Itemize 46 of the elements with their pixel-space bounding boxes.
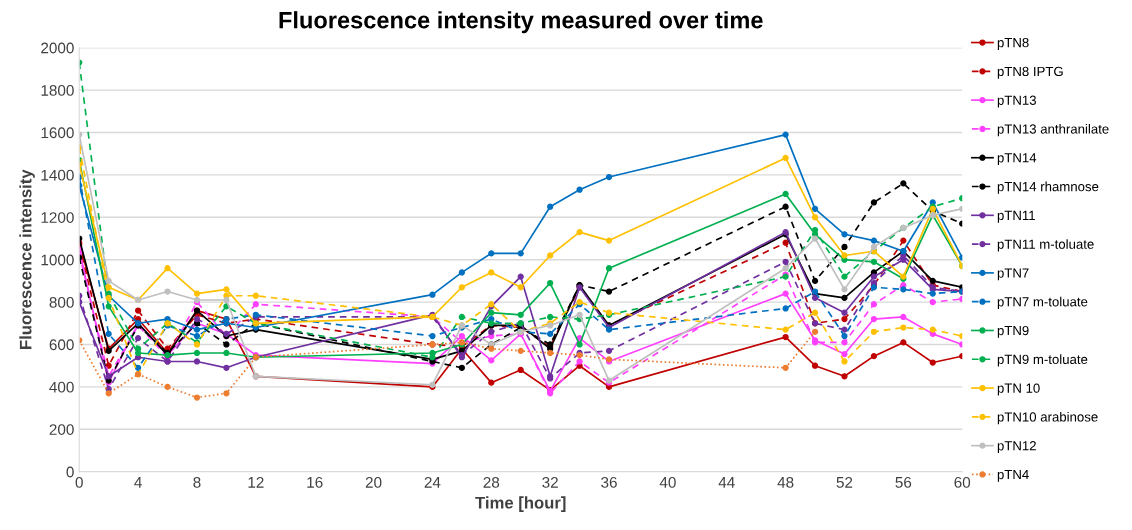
x-tick-label: 24 xyxy=(424,476,441,488)
chart-title: Fluorescence intensity measured over time xyxy=(279,11,763,34)
y-tick-label: 2000 xyxy=(41,42,74,54)
y-tick-label: 1200 xyxy=(41,212,74,223)
x-tick-label: 12 xyxy=(248,476,264,488)
x-tick-label: 56 xyxy=(895,476,912,488)
x-tick-label: 8 xyxy=(193,476,201,488)
legend-label: pTN 10 xyxy=(997,383,1040,396)
y-tick-label: 400 xyxy=(49,381,74,393)
x-tick-label: 36 xyxy=(601,476,617,488)
x-tick-label: 28 xyxy=(483,476,500,488)
x-tick-label: 52 xyxy=(836,476,853,488)
y-tick-label: 1600 xyxy=(41,127,74,139)
legend-label: pTN10 arabinose xyxy=(997,411,1098,425)
y-tick-label: 200 xyxy=(49,424,74,435)
y-tick-label: 1400 xyxy=(41,169,74,181)
x-tick-label: 20 xyxy=(365,476,382,488)
legend-label: pTN11 xyxy=(997,210,1035,223)
x-tick-label: 0 xyxy=(75,476,83,488)
x-tick-label: 16 xyxy=(307,476,323,488)
x-tick-label: 48 xyxy=(777,476,794,488)
y-tick-label: 0 xyxy=(66,466,74,478)
x-tick-label: 60 xyxy=(954,476,971,488)
x-tick-label: 32 xyxy=(542,476,558,488)
legend-label: pTN7 xyxy=(997,268,1029,281)
x-tick-label: 44 xyxy=(718,477,735,488)
legend-label: pTN14 rhamnose xyxy=(997,181,1099,194)
legend-label: pTN8 IPTG xyxy=(997,66,1063,79)
y-tick-label: 1800 xyxy=(41,84,74,96)
legend-label: pTN13 anthranilate xyxy=(997,123,1109,137)
legend-label: pTN12 xyxy=(997,441,1036,453)
x-tick-label: 40 xyxy=(659,476,676,488)
y-tick-label: 1000 xyxy=(41,254,74,266)
y-tick-label: 800 xyxy=(49,296,74,308)
legend-label: pTN13 xyxy=(997,95,1036,108)
y-tick-label: 600 xyxy=(49,339,74,351)
legend-label: pTN14 xyxy=(997,153,1037,166)
x-axis-title: Time [hour] xyxy=(475,496,566,512)
y-axis-title: Fluorescence intensity xyxy=(19,169,35,349)
legend-label: pTN9 m-toluate xyxy=(997,354,1088,367)
x-tick-label: 4 xyxy=(134,477,142,488)
legend-label: pTN11 m-toluate xyxy=(997,239,1094,252)
legend-label: pTN9 xyxy=(997,325,1029,338)
legend-label: pTN4 xyxy=(997,469,1029,482)
legend-label: pTN8 xyxy=(997,37,1029,50)
legend-label: pTN7 m-toluate xyxy=(997,296,1088,310)
